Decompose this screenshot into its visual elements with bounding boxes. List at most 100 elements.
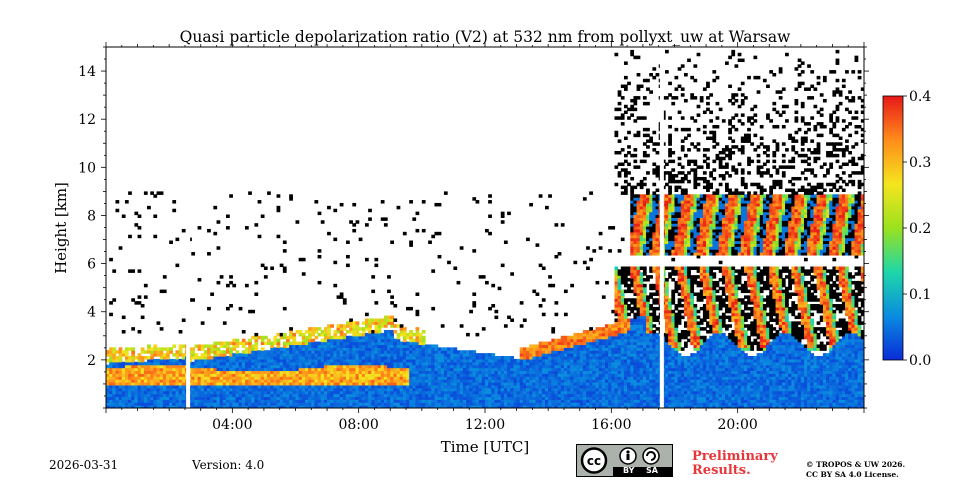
heatmap-cell xyxy=(478,399,483,403)
heatmap-cell xyxy=(652,246,657,250)
heatmap-cell xyxy=(601,393,606,398)
heatmap-cell xyxy=(358,396,363,400)
heatmap-cell xyxy=(244,341,249,346)
heatmap-cell xyxy=(636,220,641,224)
heatmap-cell xyxy=(286,373,290,377)
heatmap-cell xyxy=(440,405,445,408)
heatmap-cell xyxy=(323,387,328,392)
heatmap-cell xyxy=(289,356,293,360)
heatmap-cell xyxy=(393,338,398,343)
heatmap-cell xyxy=(207,344,211,348)
heatmap-cell xyxy=(652,315,657,320)
heatmap-cell xyxy=(434,364,439,369)
heatmap-cell xyxy=(279,335,284,340)
heatmap-cell xyxy=(162,367,167,372)
heatmap-cell xyxy=(595,341,600,346)
heatmap-cell xyxy=(282,396,287,400)
heatmap-cell xyxy=(181,361,186,366)
heatmap-cell xyxy=(383,338,388,343)
heatmap-cell xyxy=(418,341,423,346)
heatmap-cell xyxy=(311,382,316,386)
heatmap-cell xyxy=(390,370,395,374)
heatmap-cell xyxy=(548,367,552,372)
heatmap-cell xyxy=(276,376,281,380)
heatmap-cell xyxy=(286,364,290,369)
heatmap-cell xyxy=(267,350,271,354)
heatmap-cell xyxy=(314,356,319,360)
heatmap-cell xyxy=(649,249,653,253)
heatmap-cell xyxy=(557,390,562,395)
heatmap-cell xyxy=(560,338,565,343)
heatmap-cell xyxy=(118,387,123,392)
heatmap-cell xyxy=(124,200,129,204)
heatmap-cell xyxy=(317,254,322,259)
heatmap-cell xyxy=(633,246,638,250)
heatmap-cell xyxy=(541,399,546,403)
heatmap-cell xyxy=(630,358,635,363)
heatmap-cell xyxy=(399,367,404,372)
heatmap-cell xyxy=(241,396,246,400)
heatmap-cell xyxy=(627,278,631,282)
heatmap-cell xyxy=(633,379,638,383)
heatmap-cell xyxy=(115,361,120,366)
heatmap-cell xyxy=(399,324,404,328)
heatmap-cell xyxy=(238,361,243,366)
heatmap-cell xyxy=(620,304,625,308)
heatmap-cell xyxy=(368,344,372,348)
heatmap-cell xyxy=(396,358,401,363)
heatmap-cell xyxy=(361,379,366,383)
heatmap-cell xyxy=(393,376,398,380)
heatmap-cell xyxy=(191,390,196,395)
heatmap-cell xyxy=(311,399,316,403)
heatmap-cell xyxy=(598,370,603,374)
heatmap-cell xyxy=(147,384,151,389)
heatmap-cell xyxy=(418,393,423,398)
heatmap-cell xyxy=(513,376,518,380)
heatmap-cell xyxy=(500,402,505,406)
heatmap-cell xyxy=(216,367,221,372)
heatmap-cell xyxy=(614,327,619,331)
heatmap-cell xyxy=(507,387,511,392)
heatmap-cell xyxy=(320,344,325,348)
heatmap-cell xyxy=(112,367,117,372)
heatmap-cell xyxy=(361,382,366,386)
heatmap-cell xyxy=(541,298,546,302)
heatmap-cell xyxy=(478,384,483,389)
heatmap-cell xyxy=(545,370,549,374)
heatmap-cell xyxy=(267,384,271,389)
heatmap-cell xyxy=(308,373,312,377)
heatmap-cell xyxy=(112,390,117,395)
heatmap-cell xyxy=(238,396,243,400)
heatmap-cell xyxy=(437,356,442,360)
heatmap-cell xyxy=(244,399,249,403)
heatmap-cell xyxy=(374,327,379,331)
heatmap-cell xyxy=(200,399,205,403)
heatmap-cell xyxy=(112,350,117,354)
heatmap-cell xyxy=(352,324,357,328)
heatmap-cell xyxy=(406,364,410,369)
heatmap-cell xyxy=(140,304,145,308)
heatmap-cell xyxy=(551,347,556,351)
heatmap-cell xyxy=(292,382,297,386)
heatmap-cell xyxy=(361,367,366,372)
heatmap-cell xyxy=(276,205,281,210)
heatmap-cell xyxy=(494,396,499,400)
heatmap-cell xyxy=(327,341,331,346)
heatmap-cell xyxy=(159,356,164,360)
heatmap-cell xyxy=(197,384,202,389)
heatmap-cell xyxy=(639,211,644,216)
heatmap-cell xyxy=(118,361,123,366)
heatmap-cell xyxy=(535,364,540,369)
heatmap-cell xyxy=(150,396,154,400)
heatmap-cell xyxy=(560,367,565,372)
heatmap-cell xyxy=(162,393,167,398)
heatmap-cell xyxy=(320,364,325,369)
heatmap-cell xyxy=(267,405,271,408)
heatmap-cell xyxy=(421,376,426,380)
heatmap-cell xyxy=(459,361,464,366)
heatmap-cell xyxy=(112,387,117,392)
heatmap-cell xyxy=(633,347,638,351)
heatmap-cell xyxy=(124,387,129,392)
heatmap-cell xyxy=(560,353,565,357)
heatmap-cell xyxy=(387,275,391,279)
